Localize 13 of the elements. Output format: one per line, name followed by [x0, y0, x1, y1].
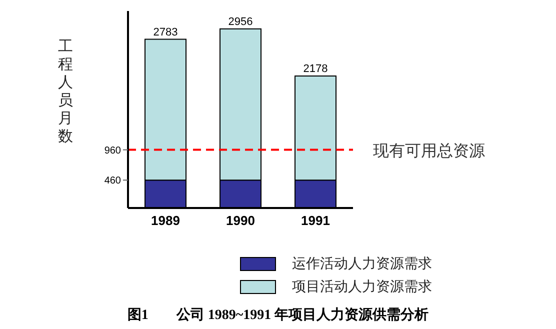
x-tick-label: 1989	[151, 213, 180, 228]
total-label: 2956	[228, 16, 253, 28]
x-tick-label: 1990	[226, 213, 255, 228]
x-tick-label: 1991	[301, 213, 330, 228]
y-tick-label: 960	[104, 145, 122, 156]
ref-line-label: 现有可用总资源	[373, 142, 485, 160]
total-label: 2783	[153, 26, 178, 38]
y-axis-title: 工程人员月数	[58, 38, 73, 146]
text: 图1 公司 1989~1991 年项目人力资源供需分析	[126, 306, 430, 324]
legend-label: 项目活动人力资源需求	[292, 278, 432, 296]
legend-label: 运作活动人力资源需求	[292, 256, 432, 272]
total-label: 2178	[303, 62, 328, 75]
y-tick-label: 460	[104, 176, 122, 187]
